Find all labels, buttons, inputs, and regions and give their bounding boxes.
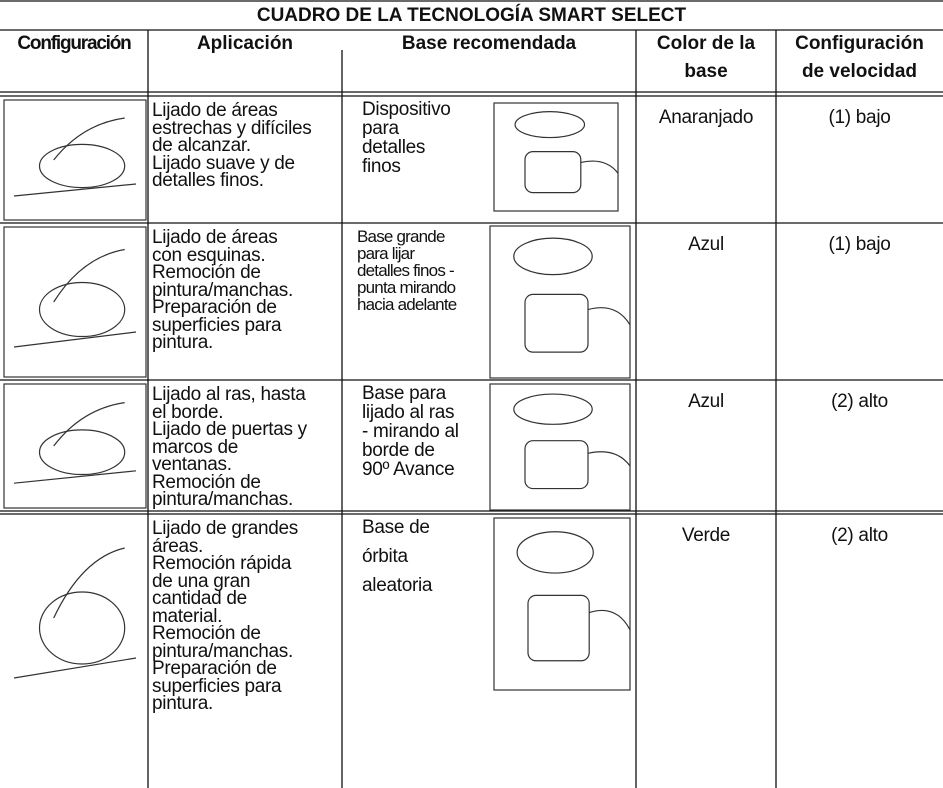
base-text: para lijar [357, 244, 415, 263]
application-text: pintura/manchas. [152, 279, 293, 301]
speed-setting: (1) bajo [828, 107, 891, 128]
column-header: Configuración [17, 33, 131, 54]
illustration [3, 226, 147, 378]
application-text: ventanas. [152, 454, 232, 475]
illustration [516, 531, 594, 574]
illustration [3, 99, 147, 221]
base-text: detalles finos - [357, 261, 455, 280]
illustration [53, 547, 125, 619]
illustration [38, 591, 126, 665]
application-text: pintura/manchas. [152, 489, 293, 510]
illustration [53, 117, 125, 161]
application-text: pintura. [152, 693, 213, 714]
application-text: detalles finos. [152, 170, 264, 191]
column-header: Base recomendada [401, 33, 577, 54]
application-text: Preparación de [152, 658, 277, 679]
base-text: Dispositivo [362, 99, 451, 120]
application-text: Remoción rápida [152, 553, 292, 574]
illustration [589, 609, 631, 631]
application-text: Remoción de [152, 623, 261, 644]
base-color: Azul [688, 234, 724, 255]
base-text: órbita [362, 546, 408, 567]
speed-setting: (1) bajo [828, 234, 891, 255]
application-text: estrechas y difíciles [152, 117, 312, 139]
illustration [513, 393, 593, 425]
illustration [3, 383, 147, 509]
speed-setting: (2) alto [831, 391, 888, 412]
illustration [13, 183, 137, 197]
illustration [524, 151, 582, 194]
application-text: áreas. [152, 535, 204, 557]
application-text: Remoción de [152, 471, 261, 493]
illustration [524, 293, 589, 353]
application-text: de alcanzar. [152, 135, 251, 156]
illustration [53, 248, 125, 303]
base-text: 90º Avance [362, 459, 455, 480]
column-header: base [684, 61, 728, 82]
illustration [38, 429, 126, 476]
base-text: finos [362, 156, 401, 177]
column-header: de velocidad [801, 61, 918, 82]
illustration [13, 657, 137, 679]
speed-setting: (2) alto [831, 525, 888, 546]
application-text: marcos de [152, 436, 239, 458]
column-header: Aplicación [196, 33, 294, 54]
column-header: Configuración [795, 33, 924, 54]
illustration [13, 331, 137, 348]
application-text: cantidad de [152, 588, 247, 609]
base-text: lijado al ras [362, 402, 455, 423]
application-text: material. [152, 605, 223, 627]
application-text: Preparación de [152, 297, 277, 318]
illustration [38, 281, 126, 338]
application-text: Remoción de [152, 262, 261, 283]
base-text: Base de [362, 517, 430, 538]
base-color: Anaranjado [658, 107, 754, 128]
base-text: hacia adelante [357, 295, 457, 314]
illustration [513, 237, 593, 276]
application-text: Lijado suave y de [152, 152, 295, 174]
application-text: pintura. [152, 332, 213, 353]
base-text: Base grande [357, 227, 445, 246]
base-text: detalles [362, 137, 426, 158]
column-header: Color de la [656, 33, 756, 54]
illustration [489, 225, 631, 379]
application-text: con esquinas. [152, 244, 266, 266]
illustration [580, 160, 619, 174]
base-text: aleatoria [362, 575, 433, 596]
illustration [489, 383, 631, 511]
application-text: de una gran [152, 570, 251, 592]
table-title: CUADRO DE LA TECNOLOGÍA SMART SELECT [256, 5, 687, 26]
application-text: superficies para [152, 314, 282, 336]
application-text: Lijado al ras, hasta [152, 384, 306, 405]
application-text: pintura/manchas. [152, 640, 293, 662]
illustration [587, 451, 631, 467]
application-text: Lijado de áreas [152, 100, 278, 121]
illustration [13, 470, 137, 484]
base-text: para [362, 118, 399, 139]
base-color: Azul [688, 391, 724, 412]
application-text: Lijado de áreas [152, 227, 278, 248]
illustration [493, 102, 619, 212]
illustration [38, 143, 126, 189]
illustration [493, 517, 631, 691]
application-text: superficies para [152, 675, 282, 697]
base-text: borde de [362, 440, 435, 461]
base-text: Base para [362, 383, 446, 404]
application-text: Lijado de puertas y [152, 419, 307, 440]
base-color: Verde [681, 525, 731, 546]
illustration [587, 307, 631, 326]
illustration [524, 440, 589, 490]
application-text: el borde. [152, 401, 224, 423]
base-text: - mirando al [362, 421, 459, 442]
base-text: punta mirando [357, 278, 456, 297]
application-text: Lijado de grandes [152, 518, 298, 539]
illustration [514, 111, 586, 139]
illustration [53, 402, 125, 447]
illustration [527, 594, 590, 662]
